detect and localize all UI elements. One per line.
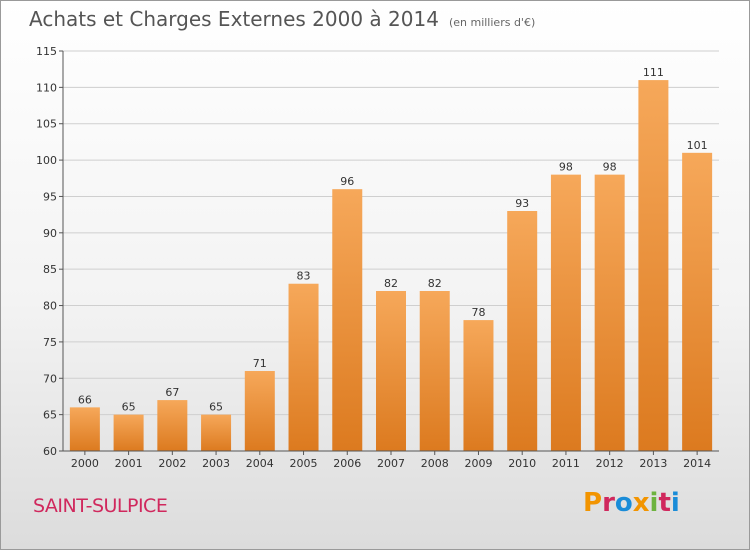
x-tick-label: 2007: [377, 457, 405, 470]
chart-title: Achats et Charges Externes 2000 à 2014: [29, 7, 439, 31]
data-label: 65: [209, 401, 223, 414]
chart-header: Achats et Charges Externes 2000 à 2014 (e…: [29, 7, 535, 31]
y-tick-label: 65: [43, 409, 57, 422]
axes: 60 65 70 75 80 85 90 95 100 105 110 115 2000 2001 2002…: [36, 45, 719, 470]
x-tick-label: 2014: [683, 457, 711, 470]
data-label: 96: [340, 175, 354, 188]
logo-letter: r: [602, 488, 615, 518]
y-tick-label: 75: [43, 336, 57, 349]
x-tick-label: 2006: [333, 457, 361, 470]
x-tick-label: 2004: [246, 457, 274, 470]
data-label: 101: [687, 139, 708, 152]
y-tick-label: 85: [43, 263, 57, 276]
bar: [201, 414, 232, 451]
data-label: 111: [643, 66, 664, 79]
x-tick-label: 2010: [508, 457, 536, 470]
y-tick-label: 90: [43, 227, 57, 240]
logo-letter: i: [670, 488, 680, 518]
bar: [419, 291, 450, 451]
labels: 66 65 67 65 71 83 96 82 82 78 93 98 98 111 101: [78, 66, 708, 414]
y-tick-label: 115: [36, 45, 57, 58]
data-label: 98: [559, 161, 573, 174]
data-label: 67: [165, 386, 179, 399]
x-tick-label: 2003: [202, 457, 230, 470]
bar: [157, 400, 188, 451]
bar: [682, 152, 713, 451]
data-label: 82: [428, 277, 442, 290]
bar: [332, 189, 363, 451]
x-tick-label: 2001: [115, 457, 143, 470]
data-label: 93: [515, 197, 529, 210]
bar: [463, 320, 494, 451]
data-label: 98: [603, 161, 617, 174]
x-tick-label: 2011: [552, 457, 580, 470]
bar: [376, 291, 406, 451]
bar: [288, 283, 319, 451]
bar: [550, 174, 581, 452]
data-label: 71: [253, 357, 267, 370]
x-tick-label: 2012: [596, 457, 624, 470]
x-tick-label: 2000: [71, 457, 99, 470]
proxiti-logo[interactable]: Proxiti: [583, 488, 680, 518]
y-tick-label: 100: [36, 154, 57, 167]
x-tick-label: 2009: [464, 457, 492, 470]
logo-letter: x: [632, 488, 650, 518]
bar: [507, 211, 538, 451]
data-label: 82: [384, 277, 398, 290]
y-tick-label: 60: [43, 445, 57, 458]
bar: [113, 414, 144, 451]
y-tick-label: 80: [43, 300, 57, 313]
logo-letter: P: [583, 488, 603, 518]
data-label: 78: [471, 306, 485, 319]
x-tick-label: 2008: [421, 457, 449, 470]
bar: [244, 371, 275, 451]
x-tick-label: 2002: [158, 457, 186, 470]
bars: [69, 80, 713, 452]
y-tick-label: 70: [43, 372, 57, 385]
chart-unit: (en milliers d'€): [448, 16, 536, 29]
bar: [69, 407, 100, 451]
logo-letter: t: [658, 488, 671, 518]
logo-letter: o: [614, 488, 633, 518]
logo-letter: i: [649, 488, 659, 518]
city-name: SAINT-SULPICE: [33, 495, 168, 517]
y-tick-label: 105: [36, 118, 57, 131]
bar: [638, 80, 669, 451]
data-label: 66: [78, 393, 92, 406]
bar: [594, 174, 625, 452]
data-label: 83: [297, 270, 311, 283]
data-label: 65: [122, 401, 136, 414]
y-tick-label: 95: [43, 190, 57, 203]
x-tick-label: 2005: [290, 457, 318, 470]
y-tick-label: 110: [36, 81, 57, 94]
x-tick-label: 2013: [639, 457, 667, 470]
